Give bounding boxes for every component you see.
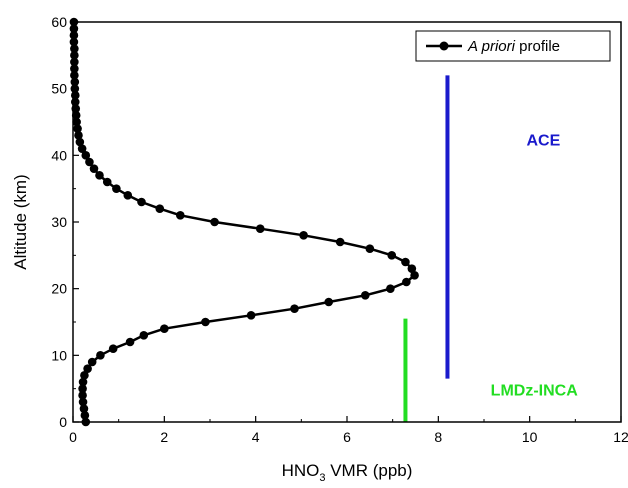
data-point [401, 257, 410, 267]
plot-frame [72, 21, 622, 423]
data-point [77, 144, 87, 153]
data-point [176, 211, 185, 220]
x-axis-title: HNO3 VMR (ppb) [282, 461, 413, 484]
data-point [96, 351, 105, 360]
y-tick-label: 0 [59, 414, 67, 430]
y-tick-label: 20 [51, 281, 67, 297]
data-point [139, 331, 149, 340]
data-point [324, 297, 334, 307]
data-point [69, 24, 79, 33]
y-axis-title: Altitude (km) [11, 174, 30, 269]
data-point [70, 57, 79, 67]
y-tick-label: 60 [51, 14, 67, 30]
y-tick-label: 50 [51, 81, 67, 97]
data-point [70, 64, 79, 73]
data-point [71, 111, 81, 120]
data-point [108, 344, 118, 353]
x-tick-label: 6 [343, 429, 351, 445]
x-tick-label: 2 [160, 429, 168, 445]
data-point [125, 337, 135, 347]
y-tick-label: 30 [51, 214, 67, 230]
data-point [210, 217, 219, 227]
y-tick-label: 10 [51, 347, 67, 363]
data-point [69, 31, 79, 40]
data-point [80, 411, 90, 420]
data-point [160, 324, 169, 333]
data-point [70, 44, 79, 53]
x-tick-label: 12 [613, 429, 628, 445]
data-point [80, 371, 89, 380]
legend-entry-italic: A priori [467, 38, 516, 55]
x-axis-title-main: HNO [282, 461, 320, 480]
data-point [123, 191, 133, 200]
data-point [87, 357, 97, 367]
data-point [75, 137, 85, 147]
series-line [72, 22, 416, 423]
annotation-lmdz-inca: LMDz-INCA [491, 382, 579, 399]
y-tick-label: 40 [51, 147, 67, 163]
data-point [290, 304, 299, 313]
x-axis-title-rest: VMR (ppb) [325, 461, 412, 480]
legend-entry-rest: profile [515, 38, 560, 55]
annotation-ace: ACE [526, 132, 560, 149]
data-point [73, 124, 82, 133]
data-point [360, 291, 370, 300]
data-point [70, 51, 79, 60]
data-point [78, 384, 87, 393]
data-point [95, 171, 104, 180]
x-tick-label: 10 [522, 429, 538, 445]
data-point [112, 184, 121, 193]
series-group [69, 17, 419, 427]
data-point [85, 157, 94, 167]
data-point [79, 404, 89, 413]
data-point [74, 131, 83, 140]
data-point [72, 117, 81, 127]
data-point [299, 231, 308, 240]
data-point [386, 284, 395, 293]
data-point [407, 264, 417, 273]
data-point [387, 251, 397, 260]
data-point [78, 391, 87, 400]
x-tick-label: 4 [252, 429, 260, 445]
instrument-ranges [403, 75, 450, 422]
data-point [70, 71, 79, 80]
data-point [246, 311, 256, 320]
data-point [78, 377, 88, 387]
annotations: ACE LMDz-INCA [491, 132, 579, 399]
data-point [201, 317, 210, 327]
data-point [365, 244, 375, 253]
data-point [78, 397, 88, 407]
data-point [83, 364, 92, 373]
data-point [255, 224, 265, 233]
data-point [402, 277, 411, 287]
x-tick-label: 0 [69, 429, 77, 445]
x-axis-ticks: 0 2 4 6 8 10 12 [69, 416, 628, 445]
data-point [69, 37, 79, 47]
data-point [89, 164, 99, 173]
data-point [410, 271, 419, 280]
data-point [335, 237, 345, 247]
legend: A priori profile [415, 30, 611, 62]
data-point [102, 177, 112, 187]
x-tick-label: 8 [434, 429, 442, 445]
data-point [155, 204, 165, 213]
data-point [137, 197, 146, 207]
legend-marker-sample [439, 41, 449, 51]
x-axis-title-subscript: 3 [319, 472, 325, 484]
legend-entry-label: A priori profile [467, 38, 560, 55]
data-point [81, 151, 91, 160]
